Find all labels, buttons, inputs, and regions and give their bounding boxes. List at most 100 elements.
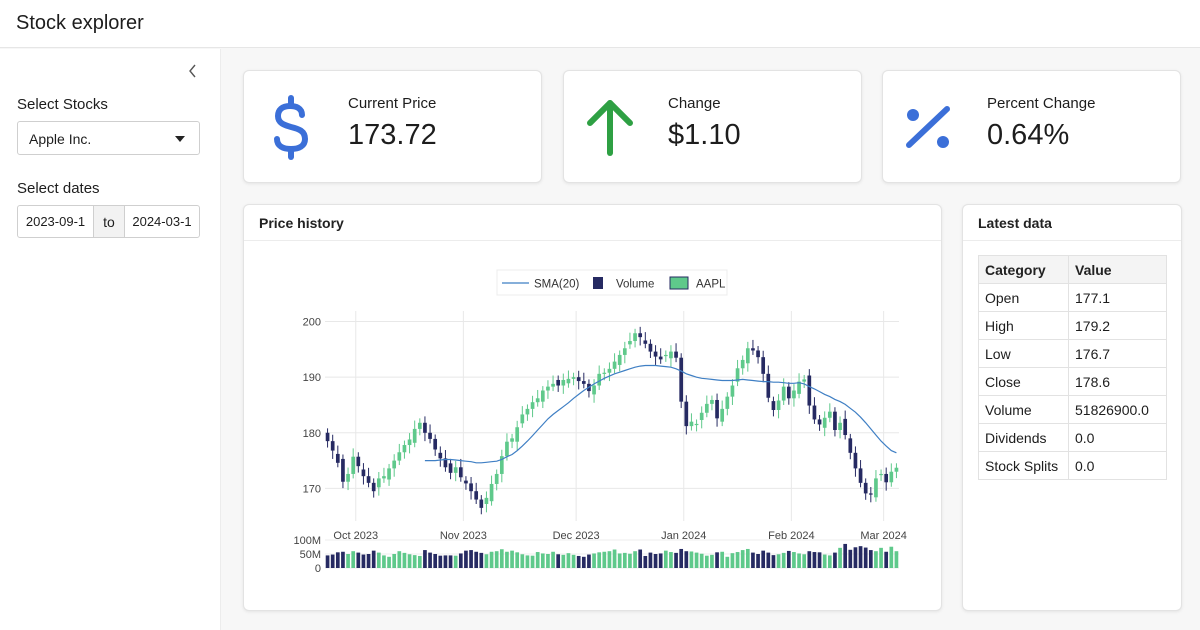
candle (505, 441, 509, 457)
candle (551, 383, 555, 387)
candle (771, 401, 776, 410)
volume-bar (551, 551, 555, 568)
volume-bar (822, 554, 827, 568)
volume-bar (566, 553, 571, 568)
volume-bar (617, 553, 622, 568)
candle (653, 351, 658, 357)
volume-bar (597, 552, 602, 568)
legend-volume-swatch (593, 277, 603, 289)
x-tick-label: Nov 2023 (440, 530, 487, 542)
candle (868, 493, 873, 495)
volume-bar (484, 554, 489, 568)
select-stocks-label: Select Stocks (17, 96, 108, 113)
x-tick-label: Oct 2023 (333, 530, 378, 542)
candle (740, 359, 745, 369)
candle (520, 414, 525, 424)
volume-bar (756, 554, 760, 568)
volume-bar (684, 551, 689, 568)
candle (751, 348, 755, 351)
legend-ticker-swatch (669, 276, 689, 290)
volume-bar (530, 555, 535, 568)
table-cell: 178.6 (1068, 367, 1167, 396)
volume-bar (356, 552, 361, 568)
candle (633, 333, 637, 342)
volume-bar (366, 554, 371, 568)
date-start-input[interactable]: 2023-09-1 (25, 214, 86, 229)
volume-bar (453, 555, 458, 568)
table-cell: Volume (978, 395, 1069, 424)
candle (689, 421, 694, 427)
table-row: Low 176.7 (978, 339, 1167, 368)
value-box-value: 0.64% (987, 119, 1070, 151)
value-box-label: Percent Change (987, 95, 1096, 112)
table-cell: 177.1 (1068, 283, 1167, 312)
candle (592, 385, 596, 395)
price-history-chart[interactable]: SMA(20) Volume AAPL 170 180 190 200 Oct 2023… (244, 241, 941, 610)
candle (663, 354, 668, 357)
table-cell: Open (978, 283, 1069, 312)
candle (781, 386, 786, 401)
volume-bar (407, 554, 412, 568)
table-cell: Stock Splits (978, 451, 1069, 480)
volume-bar (797, 553, 801, 568)
volume-bar (679, 548, 684, 568)
volume-bar (351, 551, 356, 568)
candle (530, 402, 535, 409)
candle (894, 467, 899, 472)
candle (546, 386, 550, 391)
sidebar-collapse-button[interactable] (184, 61, 202, 81)
chevron-left-icon (189, 64, 196, 78)
candle (648, 343, 653, 352)
table-row: Stock Splits 0.0 (978, 451, 1167, 480)
candle (797, 381, 801, 394)
volume-bar (376, 552, 381, 568)
value-box-label: Current Price (348, 95, 437, 112)
volume-bar (474, 551, 479, 568)
volume-bar (699, 553, 704, 568)
volume-bar (556, 554, 561, 568)
date-end-input[interactable]: 2024-03-1 (132, 214, 192, 229)
candle (443, 458, 448, 468)
volume-bar (479, 552, 484, 568)
volume-bar (674, 552, 678, 568)
candle (684, 401, 689, 427)
volume-bar (464, 550, 468, 568)
volume-bar (802, 554, 807, 568)
candle (407, 439, 412, 446)
volume-bar (879, 547, 883, 568)
candle (371, 482, 376, 492)
volume-bar (730, 553, 735, 568)
candle (576, 377, 581, 382)
volume-bar (438, 555, 443, 568)
value-box-label: Change (668, 95, 721, 112)
volume-bar (648, 552, 653, 568)
column-header-category: Category (978, 255, 1069, 284)
candle (822, 417, 827, 428)
candle (838, 422, 842, 431)
volume-bar (561, 554, 566, 568)
candle (863, 482, 868, 494)
table-cell: 0.0 (1068, 451, 1167, 480)
volume-bar (745, 548, 750, 568)
volume-bar (663, 550, 668, 568)
candle (510, 438, 514, 442)
candle (694, 423, 699, 426)
volume-bar (325, 555, 330, 568)
volume-bar (863, 547, 868, 568)
table-header-row: Category Value (978, 255, 1167, 284)
volume-bar (402, 552, 407, 568)
volume-bar (776, 554, 781, 568)
volume-tick-label: 100M (293, 535, 321, 547)
volume-bar (510, 550, 514, 568)
volume-bar (751, 552, 755, 568)
stock-select[interactable]: Apple Inc. (17, 121, 200, 155)
table-cell: 0.0 (1068, 423, 1167, 452)
volume-bar (397, 551, 402, 568)
volume-bar (833, 552, 837, 568)
candle (720, 408, 725, 422)
volume-bar (458, 553, 463, 568)
volume-bar (371, 550, 376, 568)
volume-bar (720, 551, 725, 568)
volume-bar (827, 555, 832, 568)
volume-bar (525, 555, 530, 568)
